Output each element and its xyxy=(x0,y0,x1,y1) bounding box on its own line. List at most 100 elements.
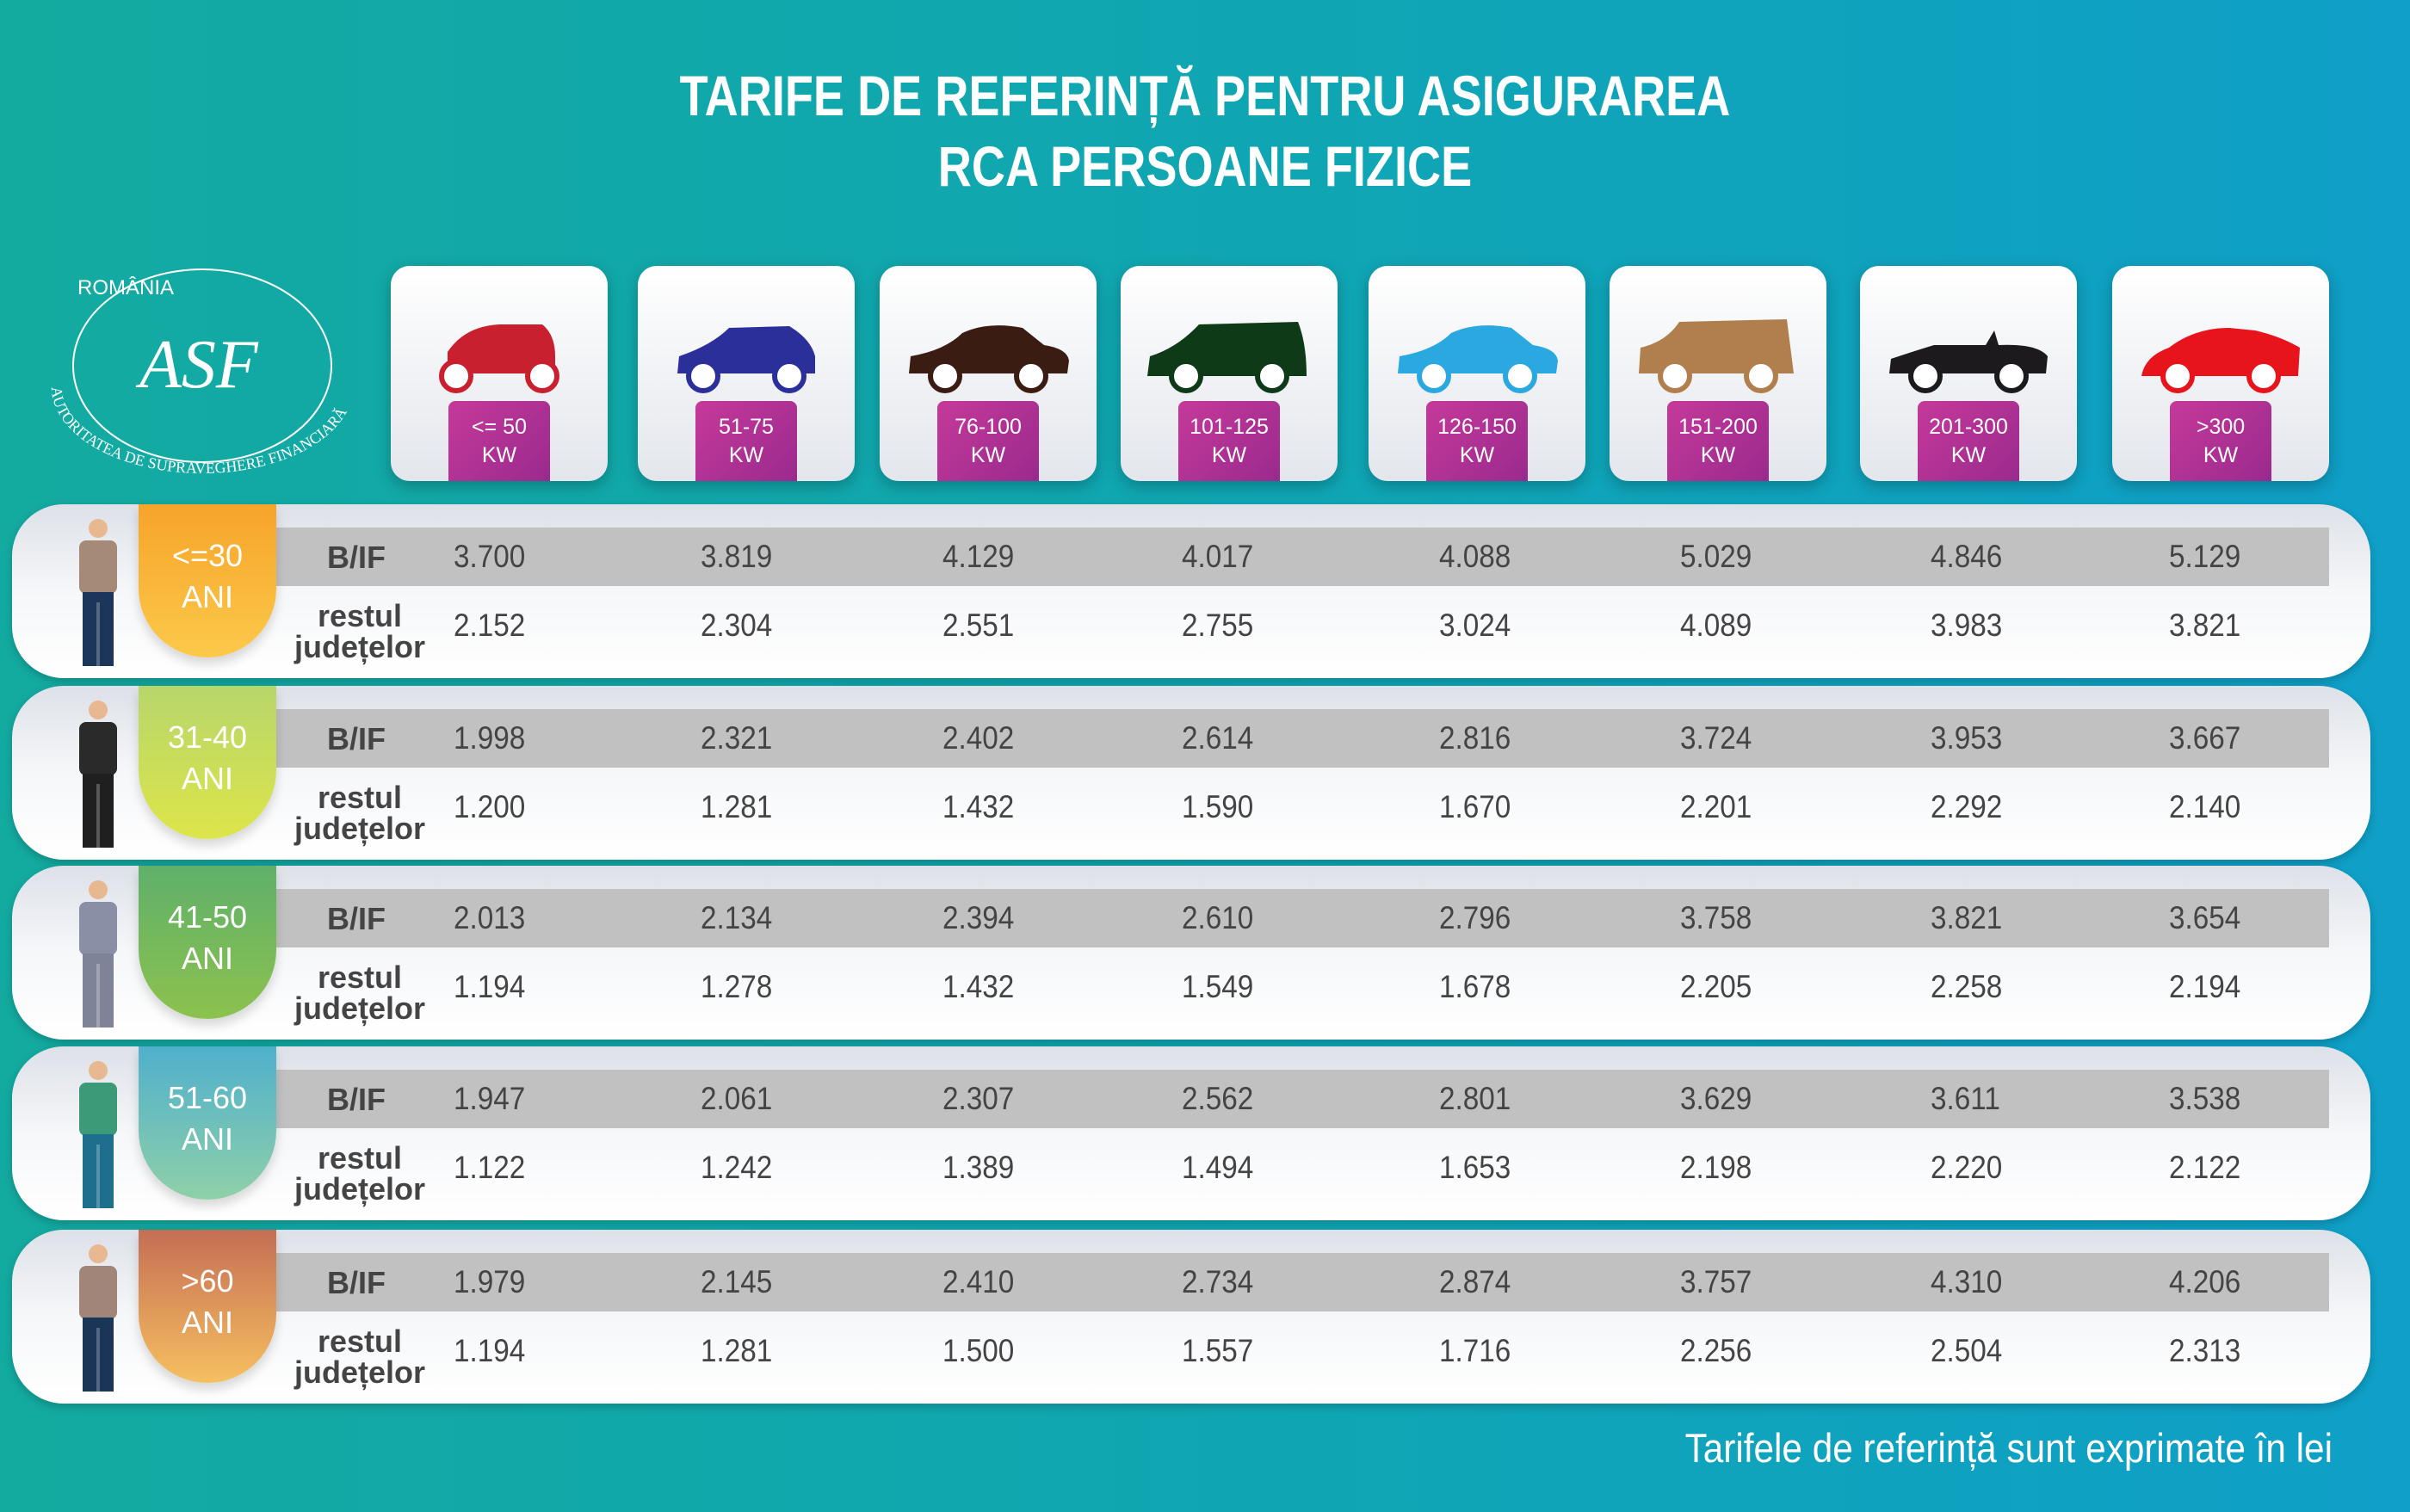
tariff-bif: 3.819 xyxy=(701,539,773,574)
sedan-icon xyxy=(1398,325,1558,393)
hatchback-small-icon xyxy=(439,324,559,393)
tariff-bif: 2.874 xyxy=(1439,1264,1511,1299)
tariff-bif: 1.979 xyxy=(454,1264,526,1299)
tariff-rest: 1.653 xyxy=(1439,1150,1511,1185)
age-unit: ANI xyxy=(181,1121,233,1157)
age-range: 51-60 xyxy=(167,1080,248,1115)
power-range-badge: 151-200 KW xyxy=(1667,401,1769,481)
power-column-header: >300 KW xyxy=(2112,266,2329,481)
power-range: <= 50 xyxy=(472,415,527,439)
bif-band xyxy=(276,1070,2329,1128)
tariff-rest: 4.089 xyxy=(1680,608,1752,643)
tariff-rest: 1.278 xyxy=(701,969,773,1004)
rest-label-line1: restul xyxy=(317,598,403,633)
hatchback-icon xyxy=(677,326,815,393)
power-range-badge: 51-75 KW xyxy=(695,401,797,481)
power-unit: KW xyxy=(1950,443,1987,467)
rest-label-line2: județelor xyxy=(294,629,425,664)
tariff-bif: 3.700 xyxy=(454,539,526,574)
bif-label: B/IF xyxy=(327,901,386,936)
tariff-rest: 2.122 xyxy=(2169,1150,2241,1185)
rest-label-line2: județelor xyxy=(294,991,425,1026)
rest-label: restul județelor xyxy=(286,601,434,663)
age-group-row: 31-40 ANI B/IF restul județelor 1.998 2.321 2… xyxy=(12,686,2370,860)
title-line-1: TARIFE DE REFERINȚĂ PENTRU ASIGURAREA xyxy=(679,64,1731,127)
rest-label-line2: județelor xyxy=(294,1355,425,1390)
tariff-bif: 3.758 xyxy=(1680,900,1752,935)
bif-band xyxy=(276,528,2329,586)
tariff-bif: 2.610 xyxy=(1182,900,1254,935)
bif-label: B/IF xyxy=(327,721,386,756)
person-icon xyxy=(79,1244,117,1392)
tariff-rest: 1.500 xyxy=(942,1333,1015,1368)
tariff-bif: 2.061 xyxy=(701,1081,773,1116)
tariff-bif: 2.013 xyxy=(454,900,526,935)
tariff-bif: 4.310 xyxy=(1931,1264,2003,1299)
tariff-rest: 1.122 xyxy=(454,1150,526,1185)
bif-band xyxy=(276,1253,2329,1311)
tariff-bif: 2.321 xyxy=(701,720,773,756)
age-range: >60 xyxy=(181,1263,234,1299)
rest-label-line1: restul xyxy=(317,1324,403,1359)
rest-label-line1: restul xyxy=(317,780,403,815)
bif-label: B/IF xyxy=(327,1265,386,1300)
logo-country: ROMÂNIA xyxy=(77,276,174,299)
power-column-header: 101-125 KW xyxy=(1121,266,1338,481)
tariff-bif: 2.796 xyxy=(1439,900,1511,935)
tariff-rest: 1.281 xyxy=(701,789,773,824)
tariff-bif: 3.538 xyxy=(2169,1081,2241,1116)
tariff-rest: 1.549 xyxy=(1182,969,1254,1004)
age-unit: ANI xyxy=(181,1305,233,1340)
tariff-rest: 2.152 xyxy=(454,608,526,643)
power-unit: KW xyxy=(1459,443,1495,467)
tariff-rest: 2.292 xyxy=(1931,789,2003,824)
power-range: 201-300 xyxy=(1929,415,2008,439)
tariff-rest: 2.201 xyxy=(1680,789,1752,824)
power-range-badge: 101-125 KW xyxy=(1178,401,1280,481)
power-range: 151-200 xyxy=(1678,415,1758,439)
rest-label: restul județelor xyxy=(286,962,434,1024)
tariff-rest: 2.313 xyxy=(2169,1333,2241,1368)
tariff-rest: 2.140 xyxy=(2169,789,2241,824)
bif-label: B/IF xyxy=(327,540,386,575)
power-range-badge: 126-150 KW xyxy=(1426,401,1528,481)
tariff-rest: 1.389 xyxy=(942,1150,1015,1185)
rest-label-line1: restul xyxy=(317,1140,403,1176)
age-group-row: <=30 ANI B/IF restul județelor 3.700 3.819 4.… xyxy=(12,504,2370,678)
tariff-bif: 3.654 xyxy=(2169,900,2241,935)
tariff-bif: 4.846 xyxy=(1931,539,2003,574)
sedan-icon xyxy=(909,325,1069,393)
power-range-badge: <= 50 KW xyxy=(448,401,550,481)
age-group-row: 41-50 ANI B/IF restul județelor 2.013 2.134 2… xyxy=(12,866,2370,1040)
tariff-rest: 2.755 xyxy=(1182,608,1254,643)
rest-label: restul județelor xyxy=(286,1143,434,1205)
age-badge: 41-50 ANI xyxy=(139,866,276,1019)
tariff-rest: 1.590 xyxy=(1182,789,1254,824)
asf-logo: ROMÂNIA ASF AUTORITATEA DE SUPRAVEGHERE … xyxy=(48,268,350,477)
title-line-2: RCA PERSOANE FIZICE xyxy=(937,134,1473,198)
tariff-rest: 1.200 xyxy=(454,789,526,824)
tariff-rest: 1.670 xyxy=(1439,789,1511,824)
convertible-icon xyxy=(1889,330,2048,393)
power-unit: KW xyxy=(970,443,1006,467)
tariff-rest: 1.194 xyxy=(454,1333,526,1368)
logo-ring xyxy=(72,268,332,463)
person-icon xyxy=(79,1061,117,1208)
tariff-rest: 2.551 xyxy=(942,608,1015,643)
power-unit: KW xyxy=(1700,443,1736,467)
power-column-header: 126-150 KW xyxy=(1369,266,1585,481)
bif-band xyxy=(276,709,2329,768)
tariff-rest: 1.194 xyxy=(454,969,526,1004)
power-unit: KW xyxy=(481,443,517,467)
tariff-bif: 3.724 xyxy=(1680,720,1752,756)
power-range: 126-150 xyxy=(1437,415,1517,439)
tariff-rest: 2.205 xyxy=(1680,969,1752,1004)
bif-band xyxy=(276,889,2329,947)
tariff-rest: 3.821 xyxy=(2169,608,2241,643)
age-unit: ANI xyxy=(181,579,233,614)
tariff-bif: 2.394 xyxy=(942,900,1015,935)
person-icon xyxy=(79,880,117,1028)
age-unit: ANI xyxy=(181,761,233,796)
age-badge: <=30 ANI xyxy=(139,504,276,657)
tariff-bif: 3.611 xyxy=(1931,1081,2000,1116)
